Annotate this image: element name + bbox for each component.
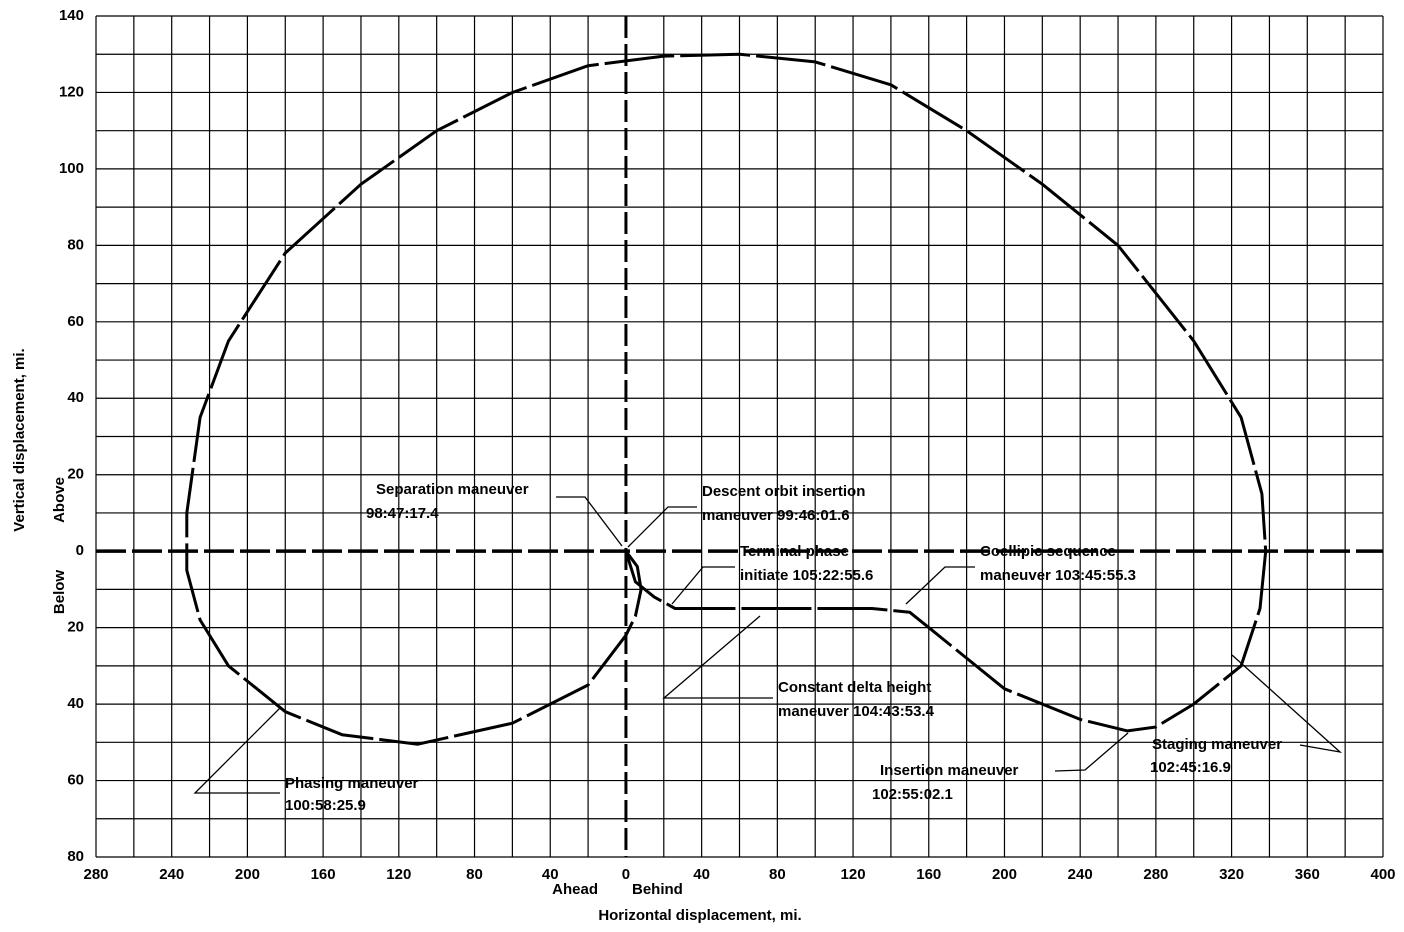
annotation: maneuver 99:46:01.6 [702, 507, 850, 524]
y-tick-label: 140 [59, 7, 84, 24]
annotation: Constant delta height [778, 679, 931, 696]
x-tick-label: 120 [386, 866, 411, 883]
x-tick-label: 0 [622, 866, 630, 883]
x-tick-label: 240 [159, 866, 184, 883]
y-tick-label: 80 [67, 236, 84, 253]
x-tick-label: 80 [769, 866, 786, 883]
y-tick-label: 120 [59, 83, 84, 100]
y-tick-label: 60 [67, 772, 84, 789]
x-tick-label: 400 [1370, 866, 1395, 883]
y-tick-label: 40 [67, 695, 84, 712]
x-tick-label: 280 [83, 866, 108, 883]
y-side-label: Below [51, 570, 68, 615]
leader-lines [193, 496, 1343, 794]
annotation: Coellipic sequence [980, 543, 1116, 560]
x-tick-label: 280 [1143, 866, 1168, 883]
x-tick-label: 200 [235, 866, 260, 883]
x-tick-label: 160 [311, 866, 336, 883]
annotation: Staging maneuver [1152, 736, 1282, 753]
annotation: Phasing maneuver [285, 775, 419, 792]
x-tick-label: 240 [1068, 866, 1093, 883]
leader [193, 707, 281, 794]
annotation: 102:55:02.1 [872, 786, 953, 803]
y-tick-label: 40 [67, 389, 84, 406]
y-side-label: Above [51, 477, 68, 523]
annotation: 100:58:25.9 [285, 797, 366, 814]
leader [627, 506, 697, 548]
x-tick-label: 200 [992, 866, 1017, 883]
x-side-label: Ahead [552, 881, 598, 898]
annotation: maneuver 103:45:55.3 [980, 567, 1136, 584]
annotation: initiate 105:22:55.6 [740, 567, 873, 584]
x-tick-label: 320 [1219, 866, 1244, 883]
x-tick-label: 160 [916, 866, 941, 883]
x-tick-label: 40 [542, 866, 559, 883]
x-side-label: Behind [632, 881, 683, 898]
annotation: Terminal phase [740, 543, 849, 560]
y-axis-label: Vertical displacement, mi. [11, 348, 28, 531]
y-tick-label: 100 [59, 160, 84, 177]
annotation: 102:45:16.9 [1150, 759, 1231, 776]
x-tick-label: 360 [1295, 866, 1320, 883]
y-tick-label: 60 [67, 313, 84, 330]
annotation: Separation maneuver [376, 481, 529, 498]
leader [905, 566, 975, 605]
y-tick-label: 0 [76, 542, 84, 559]
leader [556, 496, 623, 547]
annotation: Descent orbit insertion [702, 483, 865, 500]
annotation: 98:47:17.4 [366, 505, 439, 522]
x-tick-label: 120 [841, 866, 866, 883]
x-axis-label: Horizontal displacement, mi. [598, 907, 801, 924]
x-tick-label: 80 [466, 866, 483, 883]
trajectory [185, 52, 1268, 746]
leader [662, 615, 773, 699]
leader [1231, 654, 1343, 754]
leader [671, 566, 735, 605]
y-tick-label: 20 [67, 619, 84, 636]
y-tick-label: 80 [67, 848, 84, 865]
annotation: Insertion maneuver [880, 762, 1019, 779]
grid [95, 15, 1384, 858]
y-tick-label: 20 [67, 466, 84, 483]
leader [1054, 732, 1129, 772]
x-tick-label: 40 [693, 866, 710, 883]
annotation: maneuver 104:43:53.4 [778, 703, 935, 720]
